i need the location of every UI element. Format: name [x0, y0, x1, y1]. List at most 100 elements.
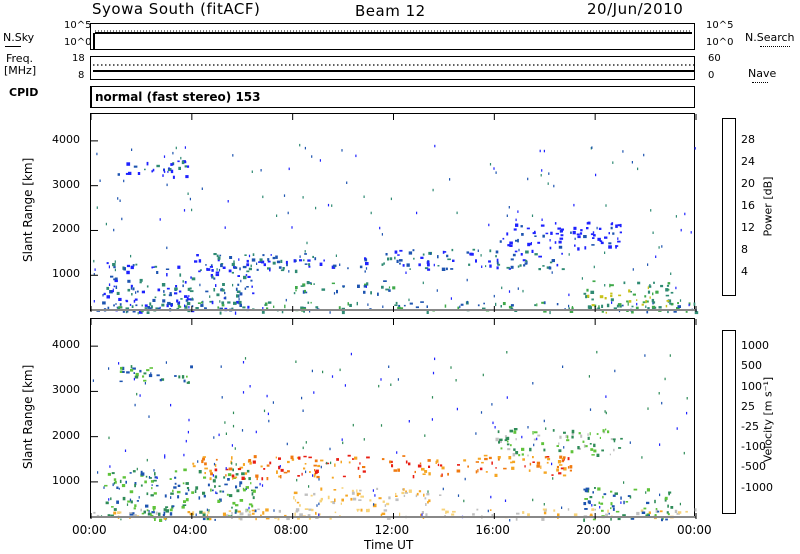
scatter-cell [675, 215, 677, 218]
scatter-cell [677, 302, 679, 305]
scatter-cell [362, 466, 366, 469]
scatter-cell [660, 284, 664, 288]
scatter-cell [251, 512, 255, 515]
scatter-cell [612, 161, 614, 164]
scatter-cell [215, 284, 217, 287]
scatter-cell [173, 486, 177, 489]
scatter-cell [308, 508, 312, 511]
scatter-cell [129, 472, 132, 474]
scatter-cell [590, 513, 593, 516]
scatter-cell [669, 302, 673, 305]
scatter-cell [146, 458, 148, 462]
scatter-cell [115, 285, 118, 289]
scatter-cell [366, 456, 370, 459]
scatter-cell [573, 203, 575, 207]
scatter-cell [406, 263, 410, 267]
scatter-cell [551, 259, 555, 263]
freq-nave-strip [90, 56, 695, 80]
scatter-cell [143, 379, 147, 382]
scatter-cell [446, 267, 448, 271]
scatter-cell [232, 501, 236, 505]
scatter-cell [367, 303, 369, 306]
scatter-cell [570, 231, 572, 234]
scatter-cell [141, 512, 145, 515]
scatter-cell [619, 223, 622, 228]
scatter-cell [109, 290, 113, 294]
scatter-cell [633, 488, 638, 491]
scatter-cell [219, 300, 221, 303]
scatter-cell [556, 303, 559, 306]
scatter-cell [285, 260, 288, 264]
scatter-cell [512, 253, 516, 257]
scatter-cell [418, 490, 422, 493]
scatter-cell [163, 508, 167, 511]
scatter-cell [170, 303, 173, 307]
scatter-cell [112, 263, 116, 267]
scatter-cell [532, 461, 535, 463]
scatter-cell [256, 262, 258, 265]
scatter-cell [664, 377, 666, 381]
scatter-cell [531, 214, 534, 217]
scatter-cell [232, 411, 235, 415]
scatter-cell [596, 350, 598, 354]
scatter-cell [228, 269, 232, 273]
scatter-cell [283, 471, 288, 474]
scatter-cell [119, 370, 123, 373]
scatter-cell [215, 458, 218, 461]
scatter-cell [177, 484, 181, 487]
scatter-cell [420, 256, 424, 259]
scatter-cell [181, 375, 185, 379]
scatter-cell [610, 517, 612, 521]
scatter-cell [515, 438, 517, 441]
velocity-colorbar [722, 330, 736, 514]
scatter-cell [295, 360, 297, 363]
scatter-cell [341, 149, 343, 152]
scatter-cell [184, 281, 187, 284]
scatter-cell [382, 305, 384, 308]
scatter-cell [178, 290, 182, 293]
scatter-cell [435, 460, 437, 464]
scatter-cell [443, 251, 447, 253]
scatter-cell [569, 310, 574, 313]
scatter-cell [244, 472, 248, 475]
scatter-cell [228, 510, 232, 512]
scatter-cell [557, 227, 561, 230]
scatter-cell [416, 492, 419, 496]
scatter-cell [661, 518, 663, 522]
scatter-cell [584, 246, 587, 250]
scatter-cell [266, 477, 269, 481]
scatter-cell [205, 290, 209, 293]
scatter-cell [388, 496, 391, 500]
scatter-cell [623, 481, 625, 484]
scatter-cell [363, 285, 367, 288]
scatter-cell [593, 449, 597, 453]
scatter-cell [210, 274, 213, 277]
scatter-cell [350, 497, 353, 501]
scatter-cell [174, 375, 177, 377]
scatter-cell [451, 248, 454, 252]
scatter-cell [495, 250, 499, 254]
scatter-cell [541, 442, 545, 446]
scatter-cell [231, 474, 235, 478]
scatter-cell [341, 487, 344, 489]
scatter-cell [415, 494, 418, 498]
scatter-cell [169, 512, 173, 516]
scatter-cell [440, 474, 442, 478]
scatter-cell [397, 378, 399, 381]
scatter-cell [542, 265, 545, 267]
scatter-cell [495, 437, 499, 442]
scatter-cell [315, 470, 318, 474]
scatter-cell [221, 301, 225, 305]
scatter-cell [381, 512, 386, 515]
scatter-cell [667, 309, 669, 314]
scatter-cell [318, 513, 320, 516]
scatter-cell [412, 475, 415, 479]
scatter-cell [139, 394, 141, 397]
scatter-cell [323, 259, 325, 262]
scatter-cell [239, 292, 243, 296]
scatter-cell [442, 250, 445, 254]
scatter-cell [421, 511, 424, 514]
scatter-cell [653, 281, 655, 284]
scatter-cell [133, 165, 138, 168]
scatter-cell [197, 460, 199, 463]
